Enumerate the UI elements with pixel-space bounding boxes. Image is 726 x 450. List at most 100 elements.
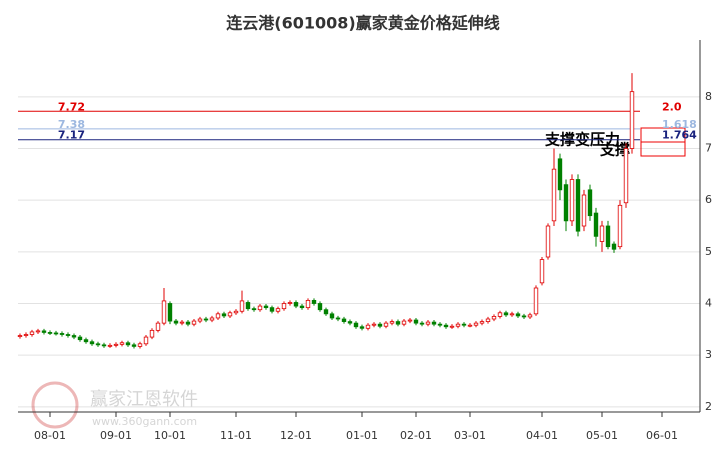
candle-body (71, 335, 77, 338)
candle-body (425, 321, 431, 325)
candle-body (101, 344, 107, 347)
candle-body (197, 318, 203, 322)
watermark-url: www.360gann.com (92, 415, 197, 428)
y-tick-label: 3 (705, 348, 712, 361)
candle-body (125, 342, 131, 346)
candle-body (515, 313, 521, 317)
candle-body (323, 309, 329, 315)
candle-body (539, 259, 545, 284)
candle-body (383, 322, 389, 327)
candle-body (587, 189, 593, 217)
x-tick-label: 01-01 (346, 429, 378, 442)
candle-body (41, 330, 47, 333)
candle-body (407, 319, 413, 322)
candle-body (569, 179, 575, 222)
candle-body (317, 303, 323, 311)
y-tick-label: 2 (705, 400, 712, 413)
candle-body (203, 318, 209, 321)
candle-body (497, 312, 503, 317)
candle-body (599, 225, 605, 242)
candle-body (467, 324, 473, 327)
candle-body (287, 302, 293, 304)
candle-body (293, 302, 299, 307)
x-tick-label: 05-01 (586, 429, 618, 442)
x-tick-label: 09-01 (100, 429, 132, 442)
candle-body (185, 321, 191, 325)
candle-body (53, 332, 59, 335)
candle-body (455, 323, 461, 327)
candle-body (461, 323, 467, 326)
candle-body (551, 168, 557, 222)
candle-body (575, 179, 581, 232)
candle-body (155, 322, 161, 331)
candle-body (389, 321, 395, 324)
candle-body (623, 148, 629, 204)
candle-body (431, 321, 437, 325)
candle-body (485, 318, 491, 322)
candle-body (83, 339, 89, 343)
candle-body (371, 323, 377, 326)
y-tick-label: 6 (705, 193, 712, 206)
ratio-box (640, 141, 686, 157)
candle-body (137, 343, 143, 347)
candle-body (509, 313, 515, 316)
candle-body (35, 330, 41, 333)
x-tick-label: 11-01 (220, 429, 252, 442)
x-tick-label: 08-01 (34, 429, 66, 442)
candle-body (119, 342, 125, 345)
candle-body (437, 323, 443, 326)
candle-body (377, 323, 383, 327)
candle-body (113, 343, 119, 346)
candle-body (263, 305, 269, 309)
candle-body (413, 319, 419, 324)
candle-body (227, 312, 233, 317)
candle-body (401, 320, 407, 325)
candle-body (557, 158, 563, 191)
candle-body (341, 318, 347, 322)
candle-body (149, 329, 155, 338)
candle-body (449, 325, 455, 328)
level-ratio: 1.764 (662, 129, 697, 142)
candle-body (257, 305, 263, 311)
candle-body (239, 300, 245, 312)
candle-body (533, 287, 539, 315)
x-tick-label: 10-01 (154, 429, 186, 442)
candle-body (335, 317, 341, 320)
candle-body (329, 313, 335, 319)
y-tick-label: 5 (705, 245, 712, 258)
candle-body (215, 313, 221, 319)
candle-body (563, 184, 569, 222)
level-label: 7.72 (58, 100, 85, 113)
candle-body (581, 194, 587, 227)
level-ratio: 2.0 (662, 100, 682, 113)
candle-body (527, 314, 533, 318)
candle-body (77, 336, 83, 341)
candle-body (299, 305, 305, 309)
watermark-logo (31, 381, 79, 429)
level-ratio: 1.618 (662, 118, 697, 131)
candle-body (65, 334, 71, 336)
candle-body (629, 91, 635, 149)
candle-body (305, 299, 311, 309)
candle-body (221, 313, 227, 317)
candle-body (395, 321, 401, 325)
level-label: 7.17 (58, 129, 85, 142)
candle-body (311, 299, 317, 304)
candle-body (47, 332, 53, 334)
annotation: 支撑 (599, 141, 630, 159)
candle-body (605, 225, 611, 248)
chart-title: 连云港(601008)赢家黄金价格延伸线 (226, 14, 499, 33)
candle-body (347, 321, 353, 324)
candle-body (545, 225, 551, 258)
candle-body (59, 333, 65, 335)
watermark-name: 赢家江恩软件 (90, 388, 198, 410)
candle-body (233, 310, 239, 314)
candle-body (521, 315, 527, 318)
candle-body (107, 344, 113, 347)
candle-body (443, 324, 449, 328)
candle-body (359, 326, 365, 329)
candle-body (365, 324, 371, 329)
y-tick-label: 7 (705, 142, 712, 155)
